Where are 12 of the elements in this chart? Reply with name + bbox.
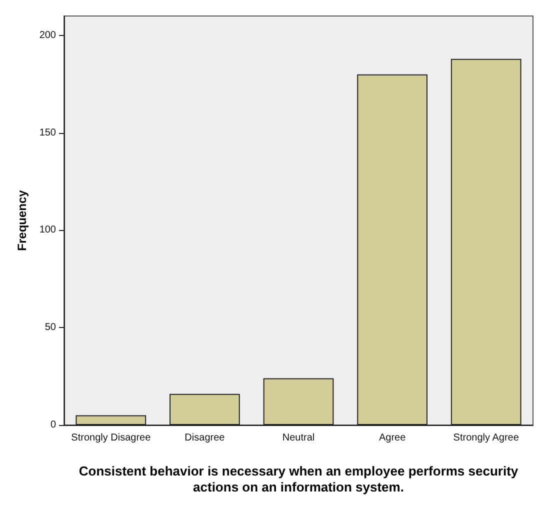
x-tick-label: Neutral bbox=[282, 432, 315, 444]
x-tick-label: Agree bbox=[378, 432, 406, 444]
y-axis-title: Frequency bbox=[15, 190, 29, 251]
y-tick-label: 150 bbox=[39, 127, 56, 138]
y-tick-label: 50 bbox=[44, 322, 56, 334]
y-tick-label: 100 bbox=[39, 224, 56, 236]
x-tick-label: Strongly Agree bbox=[453, 432, 520, 444]
y-tick-label: 200 bbox=[39, 30, 56, 41]
x-axis-title: Consistent behavior is necessary when an employee performs security actions on an information system. bbox=[78, 464, 519, 494]
y-tick-label: 0 bbox=[50, 420, 56, 430]
x-tick-label: Disagree bbox=[184, 432, 226, 444]
x-tick-label: Strongly Disagree bbox=[71, 432, 152, 444]
